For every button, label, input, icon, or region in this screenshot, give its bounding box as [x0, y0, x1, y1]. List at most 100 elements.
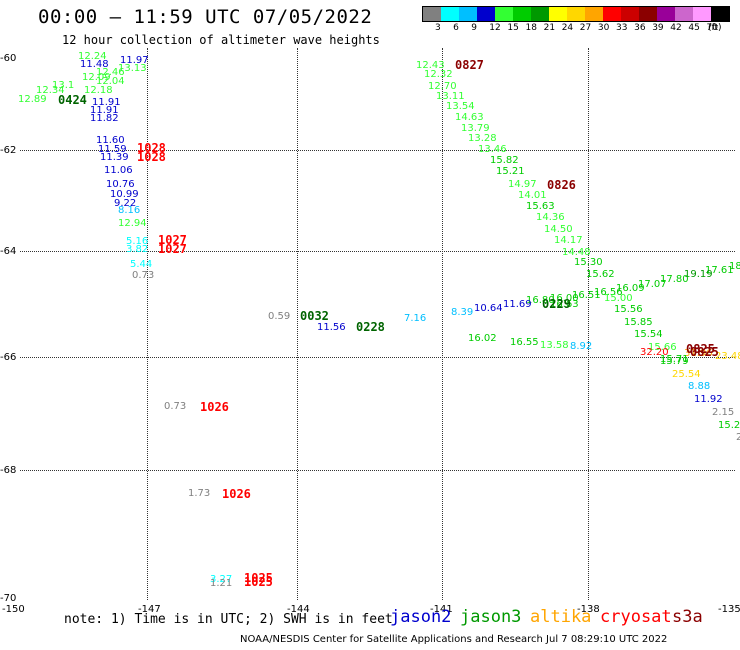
- wave-height-value: 8.39: [451, 307, 474, 318]
- wave-height-value: 12.89: [18, 94, 47, 105]
- pass-time-label: 1025: [244, 571, 273, 585]
- wave-height-value: 25.54: [672, 369, 701, 380]
- longitude-gridline: [442, 48, 443, 600]
- wave-height-value: 18: [729, 261, 740, 272]
- wave-height-value: 23.48: [715, 351, 740, 362]
- color-scale-label: 18: [525, 23, 537, 33]
- wave-height-value: 15.30: [574, 257, 603, 268]
- color-swatch: [639, 7, 657, 21]
- wave-height-value: 3.82: [126, 244, 149, 255]
- pass-time-label: 0825: [690, 345, 719, 359]
- wave-height-value: 15.54: [634, 329, 663, 340]
- wave-height-value: 13.46: [478, 144, 507, 155]
- pass-time-label: 1028: [137, 141, 166, 155]
- wave-height-value: 15.71: [660, 354, 689, 365]
- pass-time-label: 0424: [58, 93, 87, 107]
- pass-time-label: 1028: [137, 150, 166, 164]
- color-scale-label: 24: [561, 23, 574, 33]
- wave-height-value: 12.09: [82, 72, 111, 83]
- color-swatch: [675, 7, 693, 21]
- wave-height-value: 14.01: [518, 190, 547, 201]
- wave-height-value: 11.59: [98, 144, 127, 155]
- wave-height-value: 15.63: [526, 201, 555, 212]
- wave-height-value: 14.17: [554, 235, 583, 246]
- pass-time-label: 0229: [542, 297, 571, 311]
- wave-height-value: 13.54: [446, 101, 475, 112]
- color-scale-label: 36: [634, 23, 646, 33]
- wave-height-value: 8.16: [118, 205, 141, 216]
- wave-height-value: 13.79: [461, 123, 490, 134]
- color-scale-label: 70: [706, 23, 718, 33]
- wave-height-value: 14.97: [508, 179, 537, 190]
- wave-height-value: 1.73: [188, 488, 211, 499]
- pass-time-label: 1026: [222, 487, 251, 501]
- wave-height-value: 14.48: [562, 247, 591, 258]
- pass-time-label: 1027: [158, 242, 187, 256]
- color-swatch: [711, 7, 729, 21]
- latitude-gridline: [20, 357, 735, 358]
- color-scale-label: 45: [688, 23, 700, 33]
- wave-height-value: 14.36: [536, 212, 565, 223]
- wave-height-value: 12.18: [84, 85, 113, 96]
- legend-item-jason2: jason2: [390, 607, 452, 627]
- color-swatch: [567, 7, 585, 21]
- wave-height-value: 1.21: [210, 578, 233, 589]
- wave-height-value: 16.09: [616, 283, 645, 294]
- wave-height-value: 11.39: [100, 152, 129, 163]
- wave-height-value: 11.06: [104, 165, 133, 176]
- color-scale-bar: [422, 6, 730, 22]
- wave-height-value: 0.59: [268, 311, 291, 322]
- wave-height-value: 2: [736, 432, 740, 443]
- wave-height-value: 8.88: [688, 381, 711, 392]
- wave-height-value: 11.97: [120, 55, 149, 66]
- pass-time-label: 0032: [300, 309, 329, 323]
- wave-height-value: 0.73: [132, 270, 155, 281]
- pass-time-label: 0228: [356, 320, 385, 334]
- wave-height-value: 9.22: [114, 198, 137, 209]
- wave-height-value: 15.56: [614, 304, 643, 315]
- map-title: 00:00 – 11:59 UTC 07/05/2022: [38, 6, 373, 28]
- latitude-label: -62: [0, 145, 17, 156]
- longitude-label: -135: [718, 604, 740, 615]
- wave-height-value: 0.73: [164, 401, 187, 412]
- longitude-label: -147: [138, 604, 161, 615]
- wave-height-value: 15.85: [624, 317, 653, 328]
- wave-height-value: 16.80: [526, 295, 555, 306]
- pass-time-label: 0826: [547, 178, 576, 192]
- longitude-label: -141: [430, 604, 453, 615]
- map-subtitle: 12 hour collection of altimeter wave hei…: [62, 33, 380, 47]
- wave-height-value: 11.60: [96, 135, 125, 146]
- latitude-gridline: [20, 470, 735, 471]
- wave-height-value: 13.58: [540, 340, 569, 351]
- color-swatch: [549, 7, 567, 21]
- credit-line: NOAA/NESDIS Center for Satellite Applica…: [240, 634, 668, 645]
- wave-height-value: 15.2: [718, 420, 740, 431]
- wave-height-value: 5.16: [126, 236, 149, 247]
- wave-height-value: 15.62: [586, 269, 615, 280]
- wave-height-value: 16.02: [468, 333, 497, 344]
- wave-height-value: 13.1: [52, 80, 75, 91]
- wave-height-value: 16.00: [550, 293, 579, 304]
- wave-height-value: 13.13: [118, 63, 147, 74]
- pass-time-label: 0827: [455, 58, 484, 72]
- color-swatch: [441, 7, 459, 21]
- wave-height-value: 13.11: [436, 91, 465, 102]
- wave-height-value: 15.79: [660, 356, 689, 367]
- wave-height-value: 15.82: [490, 155, 519, 166]
- color-swatch: [621, 7, 639, 21]
- color-scale-label: 27: [579, 23, 592, 33]
- wave-height-value: 12.46: [96, 67, 125, 78]
- legend-item-altika: altika: [530, 607, 592, 627]
- wave-height-value: 17.80: [660, 274, 689, 285]
- latitude-gridline: [20, 251, 735, 252]
- legend-item-s3a: s3a: [672, 607, 703, 627]
- color-swatch: [459, 7, 477, 21]
- pass-time-label: 1027: [158, 233, 187, 247]
- color-swatch: [657, 7, 675, 21]
- wave-height-value: 11.48: [80, 59, 109, 70]
- color-swatch: [531, 7, 549, 21]
- latitude-label: -64: [0, 246, 17, 257]
- longitude-label: -138: [577, 604, 600, 615]
- wave-height-value: 14.63: [455, 112, 484, 123]
